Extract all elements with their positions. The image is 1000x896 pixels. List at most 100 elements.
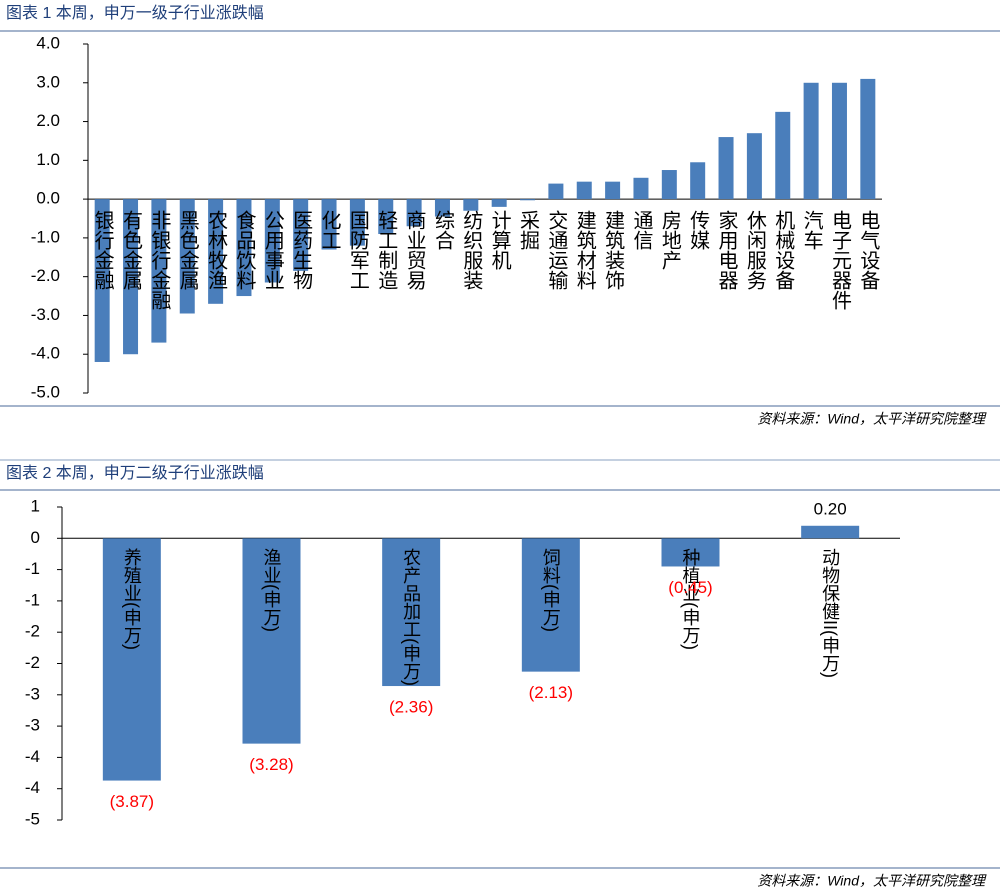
x-tick-label: 汽车 xyxy=(800,210,823,250)
x-tick-label: 电子元器件 xyxy=(828,210,851,310)
y-tick-label: -2.0 xyxy=(31,266,60,285)
x-tick-label: 商业贸易 xyxy=(403,210,426,291)
x-tick-label: 综合 xyxy=(431,210,454,250)
bar xyxy=(242,538,301,744)
x-tick-label: 动物保健II(申万) xyxy=(820,548,840,678)
x-tick-label: 机械设备 xyxy=(772,210,795,290)
bar xyxy=(803,82,819,200)
x-tick-label: 纺织服装 xyxy=(460,210,483,290)
bar xyxy=(463,199,479,211)
y-tick-label: -2 xyxy=(25,622,40,641)
x-tick-label: 计算机 xyxy=(488,210,511,270)
bar xyxy=(151,199,167,343)
bar xyxy=(434,199,450,217)
bar xyxy=(208,199,224,304)
y-tick-label: -1 xyxy=(25,559,40,578)
x-tick-label: 有色金属 xyxy=(120,210,143,291)
x-tick-label: 房地产 xyxy=(658,210,681,270)
y-tick-label: 0 xyxy=(31,528,40,547)
bar xyxy=(520,199,536,201)
x-tick-label: 渔业(申万) xyxy=(262,548,282,632)
y-tick-label: -3 xyxy=(25,684,40,703)
y-tick-label: -4 xyxy=(25,747,40,766)
x-tick-label: 轻工制造 xyxy=(375,210,398,290)
x-tick-label: 交通运输 xyxy=(545,210,568,290)
x-tick-label: 养殖业(申万) xyxy=(122,548,142,650)
bar xyxy=(491,199,507,207)
y-tick-label: -2 xyxy=(25,653,40,672)
bar xyxy=(123,199,139,355)
y-tick-label: -5 xyxy=(25,809,40,828)
bar xyxy=(321,199,337,250)
y-tick-label: -1.0 xyxy=(31,227,60,246)
x-tick-label: 农林牧渔 xyxy=(205,210,228,290)
x-tick-label: 通信 xyxy=(630,210,653,250)
chart-title: 图表 2 本周，申万二级子行业涨跌幅 xyxy=(6,464,264,482)
bar xyxy=(605,181,621,200)
bar xyxy=(860,78,876,200)
x-tick-label: 饲料(申万) xyxy=(541,548,561,632)
bar xyxy=(349,199,365,246)
x-tick-label: 医药生物 xyxy=(290,210,313,290)
x-tick-label: 食品饮料 xyxy=(233,210,256,290)
bar xyxy=(102,538,161,781)
bar xyxy=(576,181,592,200)
x-tick-label: 采掘 xyxy=(517,210,540,250)
bar xyxy=(661,538,720,567)
bar xyxy=(521,538,580,672)
x-tick-label: 公用事业 xyxy=(261,210,284,290)
bar xyxy=(746,133,762,200)
bar xyxy=(94,199,110,362)
x-tick-label: 传媒 xyxy=(687,210,710,250)
y-tick-label: -5.0 xyxy=(31,382,60,401)
bar xyxy=(801,525,860,539)
bar xyxy=(264,199,280,283)
x-tick-label: 种植业(申万) xyxy=(681,548,701,650)
y-tick-label: 2.0 xyxy=(36,111,60,130)
y-tick-label: -4 xyxy=(25,778,40,797)
x-tick-label: 非银行金融 xyxy=(148,210,171,310)
x-tick-label: 休闲服务 xyxy=(743,210,766,290)
source: 资料来源：Wind，太平洋研究院整理 xyxy=(757,873,987,889)
bar xyxy=(548,183,564,200)
y-tick-label: -3.0 xyxy=(31,305,60,324)
value-label: (0.45) xyxy=(668,578,712,597)
bar xyxy=(718,137,734,200)
value-label: (3.87) xyxy=(110,792,154,811)
x-tick-label: 农产品加工(申万) xyxy=(401,548,421,686)
y-tick-label: 1.0 xyxy=(36,150,60,169)
y-tick-label: 1 xyxy=(31,496,40,515)
x-tick-label: 建筑材料 xyxy=(573,210,596,290)
chart-title: 图表 1 本周，申万一级子行业涨跌幅 xyxy=(6,4,264,22)
bar xyxy=(406,199,422,227)
bar xyxy=(293,199,309,271)
bar xyxy=(179,199,195,314)
bar xyxy=(236,199,252,297)
bar xyxy=(633,177,649,200)
y-tick-label: -4.0 xyxy=(31,344,60,363)
y-tick-label: 4.0 xyxy=(36,33,60,52)
bar xyxy=(378,199,394,235)
y-tick-label: -1 xyxy=(25,590,40,609)
value-label: (2.36) xyxy=(389,698,433,717)
value-label: 0.20 xyxy=(814,499,847,518)
bar xyxy=(382,538,441,687)
x-tick-label: 国防军工 xyxy=(346,210,368,290)
bar xyxy=(775,111,791,200)
x-tick-label: 银行金融 xyxy=(91,210,114,290)
y-tick-label: -3 xyxy=(25,716,40,735)
x-tick-label: 化工 xyxy=(318,210,341,250)
bar xyxy=(831,82,847,200)
value-label: (2.13) xyxy=(529,683,573,702)
bar xyxy=(661,170,677,200)
value-label: (3.28) xyxy=(249,755,293,774)
x-tick-label: 建筑装饰 xyxy=(602,210,625,290)
bar xyxy=(690,162,706,200)
x-tick-label: 黑色金属 xyxy=(176,210,199,291)
source: 资料来源：Wind，太平洋研究院整理 xyxy=(757,411,987,427)
y-tick-label: 0.0 xyxy=(36,189,60,208)
x-tick-label: 家用电器 xyxy=(715,210,738,290)
y-tick-label: 3.0 xyxy=(36,72,60,91)
x-tick-label: 电气设备 xyxy=(857,210,880,290)
